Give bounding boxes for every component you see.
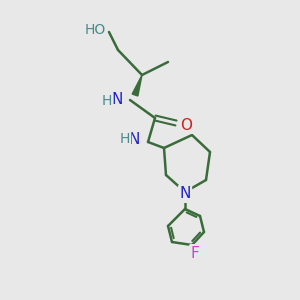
Text: N: N [112,92,123,107]
Text: N: N [129,133,140,148]
Text: N: N [179,187,191,202]
Polygon shape [132,75,142,96]
Text: O: O [180,118,192,133]
Text: H: H [102,94,112,108]
Text: HO: HO [84,23,106,37]
Text: H: H [120,132,130,146]
Text: F: F [190,245,200,260]
